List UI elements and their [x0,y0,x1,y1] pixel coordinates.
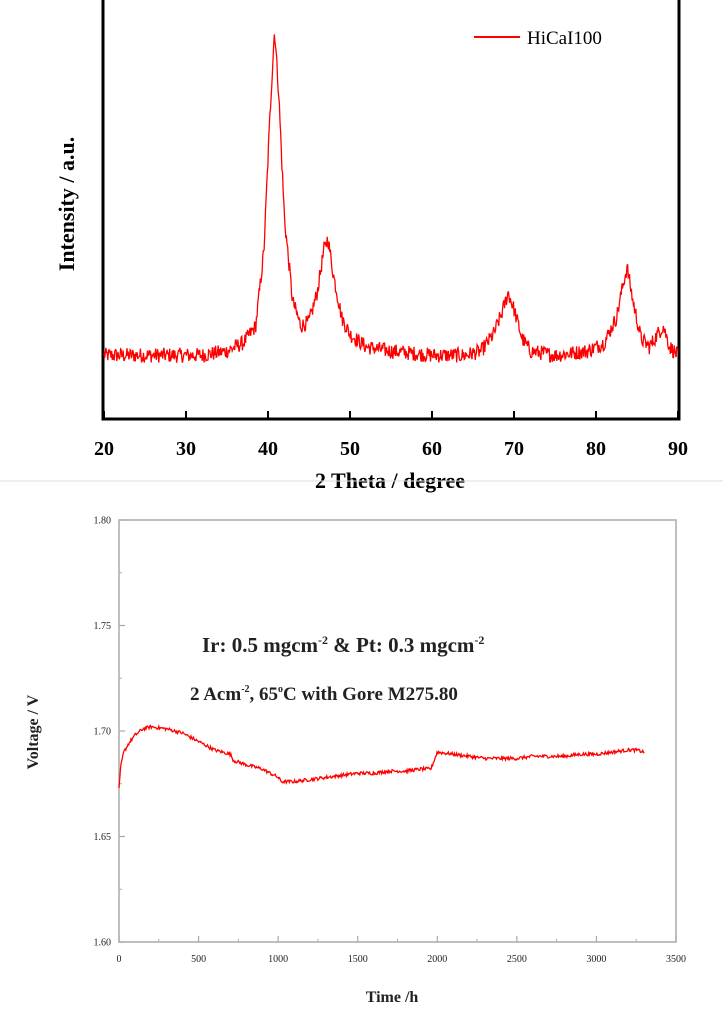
x-tick-label: 1000 [268,954,288,965]
plot-frame [101,0,681,421]
annotation-text: C with Gore M275.80 [283,684,458,705]
superscript: o [278,684,283,695]
x-tick-label: 3500 [666,954,686,965]
y-axis-label: Voltage / V [25,694,42,769]
series-layer [103,34,679,363]
y-tick-label: 1.60 [94,938,112,949]
x-axis-label: Time /h [366,989,419,1006]
series-line-hical100 [103,34,679,363]
x-tick-label: 40 [258,438,278,460]
annotation-text: & Pt: 0.3 mgcm [328,633,475,657]
y-tick-label: 1.65 [94,832,112,843]
y-tick-label: 1.80 [94,516,112,527]
x-tick-label: 80 [586,438,606,460]
x-tick-label: 2000 [427,954,447,965]
superscript: -2 [318,633,328,647]
x-tick-label: 90 [668,438,688,460]
x-tick-label: 3000 [586,954,606,965]
annotation-text: 2 Acm [190,684,241,705]
x-axis-ticks: 20 30 40 50 60 70 80 90 [94,411,688,460]
xrd-chart: 20 30 40 50 60 70 80 90 HiCaI100 Intensity / a.… [54,0,688,493]
x-tick-label: 70 [504,438,524,460]
y-axis-label: Intensity / a.u. [54,137,79,271]
annotation-text: Ir: 0.5 mgcm [202,633,319,657]
annotation-line-1: Ir: 0.5 mgcm-2 & Pt: 0.3 mgcm-2 [202,633,484,657]
voltage-chart: 0 500 1000 1500 2000 2500 3000 3500 1.60 1.65 1.70… [25,516,686,1007]
y-tick-label: 1.75 [94,621,112,632]
axis-ticks: 0 500 1000 1500 2000 2500 3000 3500 1.60 1.65 1.70… [94,516,687,966]
y-tick-label: 1.70 [94,727,112,738]
series-layer [118,723,645,789]
x-tick-label: 30 [176,438,196,460]
x-tick-label: 2500 [507,954,527,965]
series-line-voltage [118,723,645,789]
x-tick-label: 1500 [348,954,368,965]
superscript: -2 [474,633,484,647]
x-tick-label: 20 [94,438,114,460]
x-tick-label: 500 [191,954,206,965]
x-tick-label: 0 [117,954,122,965]
legend: HiCaI100 [474,28,602,49]
plot-frame [118,519,677,943]
annotation-text: , 65 [250,684,279,705]
superscript: -2 [241,684,249,695]
x-tick-label: 50 [340,438,360,460]
x-tick-label: 60 [422,438,442,460]
annotations: Ir: 0.5 mgcm-2 & Pt: 0.3 mgcm-22 Acm-2, … [190,633,484,705]
annotation-line-2: 2 Acm-2, 65oC with Gore M275.80 [190,684,458,705]
legend-label: HiCaI100 [527,28,602,49]
